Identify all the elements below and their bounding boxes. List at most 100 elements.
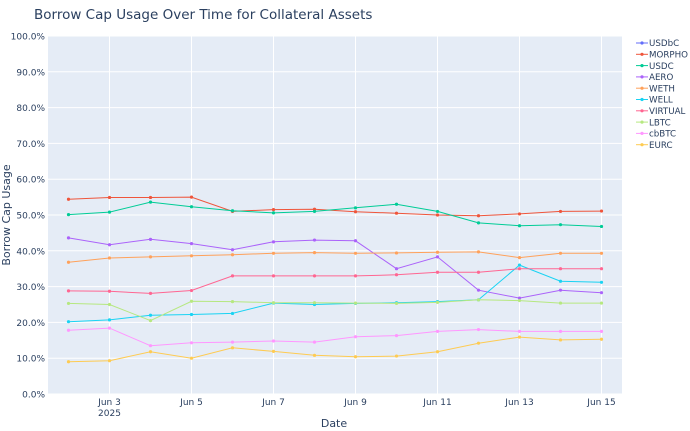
- legend-marker: [640, 52, 644, 56]
- data-point: [435, 329, 440, 333]
- data-point: [312, 353, 317, 357]
- legend-label: VIRTUAL: [649, 107, 686, 117]
- legend-label: AERO: [649, 73, 673, 83]
- legend-item-eurc[interactable]: EURC: [636, 141, 673, 151]
- y-tick-label: 80.0%: [16, 104, 45, 114]
- legend-item-lbtc[interactable]: LBTC: [636, 118, 671, 128]
- legend-item-cbbtc[interactable]: cbBTC: [636, 130, 676, 140]
- data-point: [558, 301, 563, 305]
- data-point: [107, 256, 112, 260]
- data-point: [599, 280, 604, 284]
- data-point: [517, 329, 522, 333]
- data-point: [394, 354, 399, 358]
- data-point: [476, 298, 481, 302]
- data-point: [353, 355, 358, 359]
- data-point: [148, 237, 153, 241]
- data-point: [517, 212, 522, 216]
- data-point: [476, 270, 481, 274]
- legend-label: WELL: [649, 96, 673, 106]
- data-point: [394, 273, 399, 277]
- data-point: [230, 346, 235, 350]
- legend-label: MORPHO: [649, 51, 688, 61]
- data-point: [107, 302, 112, 307]
- data-point: [66, 260, 71, 264]
- data-point: [66, 197, 71, 201]
- data-point: [189, 205, 194, 209]
- data-point: [148, 319, 153, 323]
- y-tick-label: 100.0%: [11, 33, 46, 43]
- data-point: [599, 337, 604, 341]
- data-point: [66, 320, 71, 324]
- legend-item-usdbc[interactable]: USDbC: [636, 39, 679, 49]
- legend-item-virtual[interactable]: VIRTUAL: [636, 107, 686, 117]
- legend-item-usdc[interactable]: USDC: [636, 62, 674, 72]
- x-tick-label: Jun 13: [504, 398, 533, 408]
- data-point: [517, 298, 522, 303]
- data-point: [189, 312, 194, 317]
- legend-item-aero[interactable]: AERO: [636, 73, 673, 83]
- data-point: [435, 250, 440, 254]
- data-point: [476, 221, 481, 225]
- series-line: [68, 201, 602, 227]
- data-point: [394, 267, 399, 271]
- data-point: [353, 206, 358, 210]
- data-point: [148, 344, 153, 348]
- data-point: [271, 251, 276, 255]
- legend-item-weth[interactable]: WETH: [636, 84, 675, 94]
- legend-marker: [640, 109, 644, 113]
- data-point: [312, 238, 317, 242]
- series-line: [68, 264, 602, 323]
- data-point: [230, 248, 235, 252]
- legend-item-well[interactable]: WELL: [636, 96, 673, 106]
- data-point: [271, 349, 276, 353]
- data-point: [312, 301, 317, 305]
- data-point: [66, 301, 71, 306]
- legend-item-morpho[interactable]: MORPHO: [636, 51, 688, 61]
- y-tick-label: 40.0%: [16, 247, 45, 257]
- data-point: [517, 224, 522, 228]
- data-point: [271, 211, 276, 215]
- x-tick-label: Jun 11: [422, 398, 451, 408]
- data-point: [189, 299, 194, 303]
- data-point: [599, 329, 604, 333]
- data-point: [394, 251, 399, 255]
- data-point: [189, 242, 194, 246]
- y-tick-label: 10.0%: [16, 355, 45, 365]
- data-point: [189, 356, 194, 360]
- x-tick-label: Jun 15: [586, 398, 615, 408]
- y-tick-label: 30.0%: [16, 283, 45, 293]
- y-axis-title: Borrow Cap Usage: [0, 164, 13, 266]
- legend-marker: [640, 97, 644, 102]
- series-line: [68, 237, 602, 299]
- data-point: [476, 250, 481, 254]
- data-point: [189, 254, 194, 258]
- x-tick-label: Jun 9: [343, 398, 367, 408]
- y-tick-label: 0.0%: [22, 391, 45, 401]
- data-point: [312, 250, 317, 255]
- data-point: [271, 301, 276, 305]
- data-point: [476, 288, 481, 292]
- x-tick-label: Jun 7: [261, 398, 285, 408]
- data-point: [394, 301, 399, 306]
- data-point: [148, 313, 153, 317]
- data-point: [148, 195, 153, 200]
- data-point: [353, 274, 358, 278]
- series-lbtc: [66, 298, 604, 323]
- x-axis-title: Date: [321, 417, 348, 430]
- data-point: [558, 338, 563, 342]
- y-tick-label: 90.0%: [16, 68, 45, 78]
- data-point: [435, 270, 440, 274]
- legend-marker: [640, 86, 644, 90]
- data-point: [148, 255, 153, 259]
- data-point: [599, 267, 604, 271]
- data-point: [271, 339, 276, 343]
- data-point: [312, 209, 317, 214]
- chart-title: Borrow Cap Usage Over Time for Collatera…: [34, 7, 372, 23]
- series-weth: [66, 250, 604, 264]
- data-point: [66, 360, 71, 364]
- legend-label: EURC: [649, 141, 673, 151]
- legend-marker: [640, 41, 644, 45]
- data-point: [189, 195, 194, 199]
- data-point: [107, 326, 112, 330]
